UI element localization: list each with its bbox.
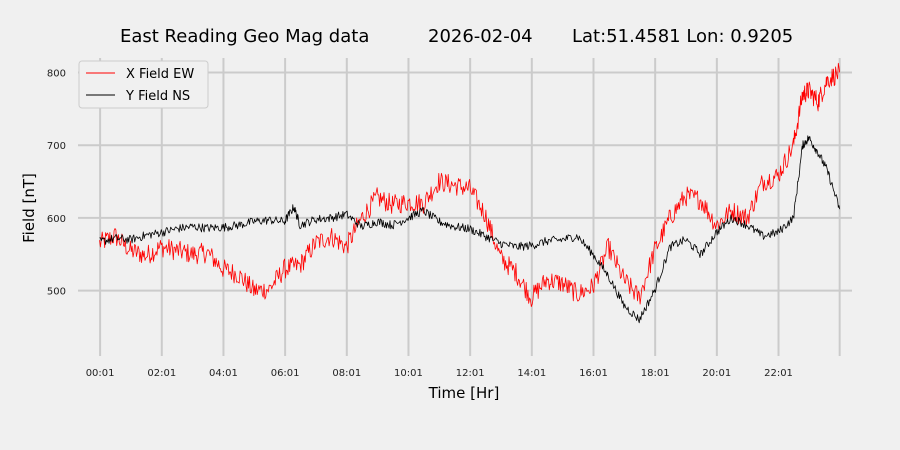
legend: X Field EW Y Field NS [78, 60, 209, 109]
legend-label-y-field: Y Field NS [125, 89, 190, 104]
ticks: 00:01 02:01 04:01 06:01 08:01 10:01 12:01 14:01… [47, 69, 793, 379]
chart-date: 2026-02-04 [428, 26, 533, 47]
x-tick-label: 16:01 [579, 368, 608, 379]
x-tick-label: 18:01 [641, 368, 670, 379]
y-axis-label: Field [nT] [20, 173, 38, 243]
series-line-y-field [99, 135, 841, 324]
x-tick-label: 14:01 [517, 368, 546, 379]
series-layer [99, 62, 841, 324]
y-tick-label: 800 [47, 69, 66, 80]
series-line-x-field [99, 62, 841, 308]
x-tick-label: 20:01 [702, 368, 731, 379]
x-axis-label: Time [Hr] [428, 384, 500, 402]
x-tick-label: 08:01 [332, 368, 361, 379]
x-tick-label: 04:01 [209, 368, 238, 379]
y-tick-label: 600 [47, 214, 66, 225]
x-tick-label: 12:01 [456, 368, 485, 379]
x-tick-label: 00:01 [86, 368, 115, 379]
y-tick-label: 500 [47, 287, 66, 298]
x-tick-label: 10:01 [394, 368, 423, 379]
x-tick-label: 02:01 [147, 368, 176, 379]
x-tick-label: 22:01 [764, 368, 793, 379]
y-tick-label: 700 [47, 141, 66, 152]
chart-title: East Reading Geo Mag data [120, 26, 369, 47]
legend-label-x-field: X Field EW [126, 67, 194, 82]
x-tick-label: 06:01 [271, 368, 300, 379]
chart-coordinates: Lat:51.4581 Lon: 0.9205 [572, 26, 793, 47]
